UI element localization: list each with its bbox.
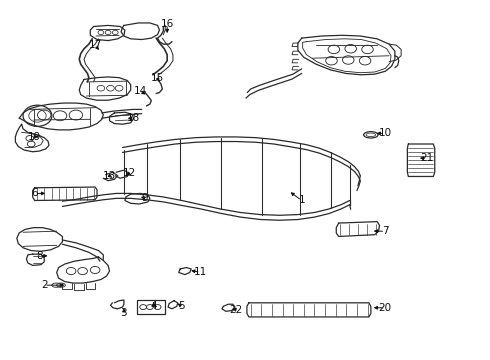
Text: 10: 10	[379, 129, 392, 138]
Text: 22: 22	[230, 305, 243, 315]
Text: 8: 8	[36, 251, 43, 261]
Bar	[137, 300, 165, 314]
Text: 17: 17	[89, 40, 102, 50]
Text: 11: 11	[194, 267, 207, 278]
Text: 14: 14	[134, 86, 147, 96]
Text: 19: 19	[28, 132, 41, 142]
Text: 6: 6	[31, 188, 38, 198]
Text: 16: 16	[161, 19, 174, 29]
Text: 12: 12	[123, 168, 136, 178]
Text: 7: 7	[382, 226, 389, 236]
Text: 2: 2	[41, 280, 48, 290]
Text: 20: 20	[379, 303, 392, 313]
Text: 13: 13	[103, 171, 116, 181]
Text: 4: 4	[150, 301, 157, 311]
Text: 9: 9	[142, 193, 148, 203]
Text: 21: 21	[420, 153, 433, 163]
Text: 5: 5	[178, 301, 185, 311]
Text: 1: 1	[298, 195, 305, 206]
Text: 18: 18	[127, 113, 140, 123]
Text: 15: 15	[151, 73, 164, 84]
Text: 3: 3	[121, 309, 127, 318]
